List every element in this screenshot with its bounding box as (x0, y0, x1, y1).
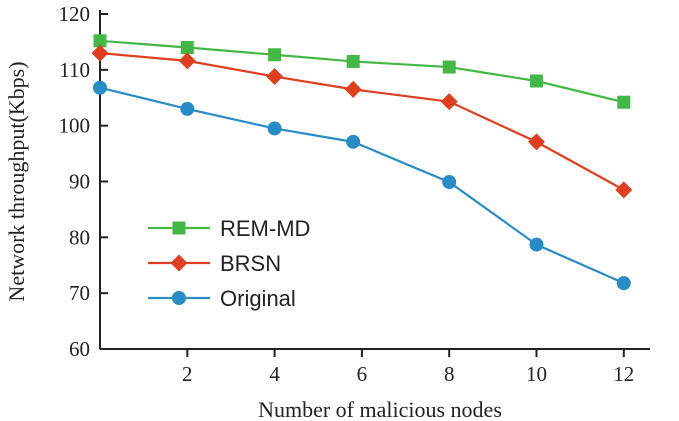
x-axis-label: Number of malicious nodes (258, 397, 502, 421)
y-tick-label: 100 (59, 114, 91, 138)
data-point-original (93, 80, 107, 95)
series-brsn (91, 44, 633, 199)
x-tick-label: 6 (357, 362, 368, 386)
y-tick-label: 70 (69, 281, 90, 305)
data-point-rem-md (442, 60, 456, 74)
y-tick-label: 80 (69, 225, 90, 249)
x-tick-label: 8 (444, 362, 455, 386)
data-point-rem-md (530, 74, 544, 88)
data-point-rem-md (180, 41, 194, 54)
data-point-brsn (266, 68, 284, 86)
legend-label: BRSN (220, 251, 281, 276)
y-tick-label: 120 (59, 2, 91, 26)
data-point-rem-md (268, 48, 282, 62)
data-point-rem-md (617, 95, 631, 109)
series-rem-md (93, 34, 631, 109)
data-point-brsn (528, 133, 546, 151)
legend-marker (170, 254, 188, 272)
data-point-brsn (91, 44, 109, 62)
data-point-brsn (344, 80, 362, 98)
data-point-original (267, 121, 282, 136)
legend-entry-rem-md: REM-MD (148, 216, 310, 241)
y-tick-label: 90 (69, 170, 90, 194)
series-layer (91, 34, 633, 291)
series-line-rem-md (99, 39, 625, 104)
series-line-original (99, 86, 625, 285)
data-point-original (180, 101, 195, 116)
legend-entry-original: Original (148, 286, 296, 311)
data-point-brsn (178, 52, 196, 70)
x-tick-label: 12 (613, 362, 634, 386)
legend-marker (172, 291, 186, 305)
x-tick-label: 2 (182, 362, 193, 386)
data-point-rem-md (93, 34, 107, 48)
tick-labels: 60 70 80 90 100 110 120 2 4 6 8 10 12 (59, 2, 635, 386)
y-tick-label: 110 (59, 58, 90, 82)
data-point-brsn (615, 181, 633, 199)
legend-marker (172, 221, 186, 235)
x-tick-label: 10 (526, 362, 547, 386)
data-point-original (529, 237, 544, 252)
x-tick-label: 4 (269, 362, 280, 386)
data-point-original (442, 175, 457, 190)
data-point-rem-md (346, 54, 360, 68)
legend-label: Original (220, 286, 296, 311)
data-point-brsn (440, 93, 458, 111)
y-axis-label: Network throughput(Kbps) (4, 61, 29, 301)
legend-label: REM-MD (220, 216, 310, 241)
legend-entry-brsn: BRSN (148, 251, 281, 276)
series-line-brsn (99, 51, 625, 191)
series-original (93, 80, 631, 291)
axes (99, 10, 650, 357)
data-point-original (346, 134, 361, 149)
y-tick-label: 60 (69, 337, 90, 361)
legend: REM-MD BRSN Original (148, 216, 310, 311)
data-point-original (616, 276, 631, 291)
